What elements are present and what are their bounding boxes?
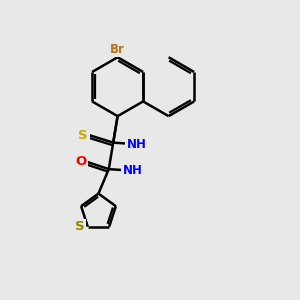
Text: S: S: [78, 129, 88, 142]
Text: NH: NH: [122, 164, 142, 177]
Text: S: S: [75, 220, 84, 233]
Text: O: O: [75, 155, 86, 168]
Text: NH: NH: [127, 138, 147, 151]
Text: Br: Br: [110, 43, 125, 56]
